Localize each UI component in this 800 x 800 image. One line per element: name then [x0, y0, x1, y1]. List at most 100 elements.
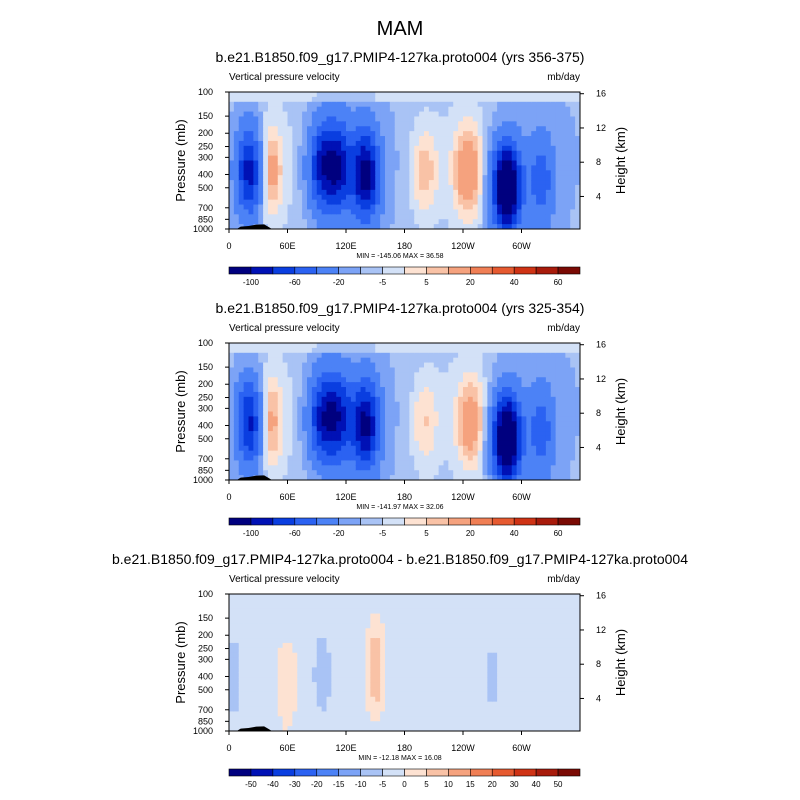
contour-cell — [233, 367, 240, 373]
contour-cell — [526, 347, 532, 354]
contour-cell — [331, 406, 337, 413]
contour-cell — [438, 426, 445, 432]
contour-cell — [307, 121, 313, 127]
panel-right-label: mb/day — [547, 72, 580, 83]
contour-cell — [502, 396, 508, 403]
contour-cell — [282, 594, 289, 600]
contour-cell — [233, 199, 240, 206]
contour-cell — [302, 367, 308, 373]
contour-cell — [424, 401, 430, 408]
contour-cell — [570, 435, 576, 442]
contour-cell — [575, 116, 580, 122]
contour-cell — [331, 194, 337, 201]
contour-cell — [336, 638, 342, 644]
contour-cell — [341, 716, 347, 722]
contour-cell — [248, 101, 254, 108]
contour-cell — [424, 121, 430, 127]
contour-cell — [394, 145, 401, 152]
contour-cell — [229, 672, 235, 678]
contour-cell — [550, 411, 557, 417]
contour-cell — [506, 204, 513, 211]
contour-cell — [424, 455, 430, 462]
contour-cell — [453, 101, 459, 108]
contour-cell — [409, 450, 415, 457]
contour-cell — [282, 455, 289, 462]
contour-cell — [560, 435, 566, 442]
contour-cell — [229, 421, 235, 427]
contour-cell — [350, 426, 357, 432]
contour-cell — [326, 435, 332, 442]
contour-cell — [414, 96, 420, 103]
contour-cell — [341, 396, 347, 403]
contour-cell — [438, 396, 445, 403]
contour-cell — [282, 716, 289, 722]
contour-cell — [331, 426, 337, 432]
contour-cell — [253, 652, 259, 659]
contour-cell — [258, 387, 264, 393]
contour-cell — [258, 623, 264, 629]
contour-cell — [375, 209, 381, 215]
contour-cell — [243, 633, 250, 639]
contour-cell — [326, 140, 332, 147]
contour-cell — [526, 362, 532, 369]
contour-cell — [565, 411, 571, 417]
contour-cell — [399, 116, 406, 122]
contour-cell — [506, 372, 513, 378]
contour-cell — [565, 92, 571, 98]
contour-cell — [389, 92, 396, 98]
contour-cell — [419, 372, 425, 378]
contour-cell — [277, 377, 284, 383]
contour-cell — [394, 362, 401, 369]
contour-cell — [321, 682, 328, 688]
contour-cell — [311, 126, 318, 132]
contour-cell — [355, 623, 362, 629]
contour-cell — [467, 106, 474, 113]
contour-cell — [360, 126, 367, 132]
contour-cell — [541, 101, 547, 108]
contour-cell — [297, 421, 303, 427]
contour-cell — [258, 111, 264, 118]
contour-cell — [263, 214, 269, 220]
contour-cell — [453, 224, 459, 229]
contour-cell — [258, 716, 264, 722]
x-tick-label: 120W — [451, 241, 475, 251]
contour-cell — [555, 367, 562, 373]
contour-cell — [307, 465, 313, 471]
contour-cell — [399, 214, 406, 220]
contour-cell — [536, 475, 542, 480]
contour-cell — [516, 362, 523, 369]
contour-cell — [316, 219, 323, 225]
contour-cell — [541, 96, 547, 103]
contour-cell — [541, 140, 547, 147]
contour-cell — [433, 219, 440, 225]
contour-cell — [365, 426, 371, 432]
contour-cell — [511, 121, 518, 127]
contour-cell — [341, 387, 347, 393]
contour-cell — [336, 652, 342, 659]
contour-cell — [389, 450, 396, 457]
contour-cell — [375, 460, 381, 466]
contour-cell — [341, 618, 347, 624]
contour-cell — [492, 460, 498, 466]
contour-cell — [370, 367, 376, 373]
contour-cell — [350, 126, 357, 132]
contour-cell — [243, 101, 250, 108]
contour-cell — [521, 92, 527, 98]
contour-cell — [409, 406, 415, 413]
contour-cell — [575, 160, 580, 166]
contour-cell — [311, 445, 318, 452]
contour-cell — [380, 367, 386, 373]
contour-cell — [258, 440, 264, 447]
contour-cell — [341, 613, 347, 620]
contour-cell — [550, 155, 557, 162]
contour-cell — [346, 194, 352, 201]
contour-cell — [341, 116, 347, 122]
contour-cell — [253, 421, 259, 427]
contour-cell — [282, 638, 289, 644]
contour-cell — [506, 101, 513, 108]
contour-cell — [302, 667, 308, 673]
contour-cell — [336, 377, 342, 383]
contour-cell — [424, 165, 430, 171]
contour-cell — [253, 706, 259, 713]
contour-cell — [253, 194, 259, 201]
